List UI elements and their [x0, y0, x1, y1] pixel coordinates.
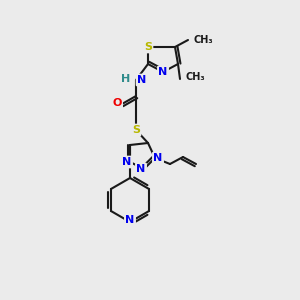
- Text: N: N: [136, 164, 146, 174]
- Text: N: N: [137, 75, 146, 85]
- Text: N: N: [125, 215, 135, 225]
- Text: N: N: [122, 157, 132, 167]
- Text: S: S: [132, 125, 140, 135]
- Text: N: N: [158, 67, 168, 77]
- Text: CH₃: CH₃: [186, 72, 206, 82]
- Text: S: S: [144, 42, 152, 52]
- Text: O: O: [112, 98, 122, 108]
- Text: CH₃: CH₃: [194, 35, 214, 45]
- Text: N: N: [153, 153, 163, 163]
- Text: H: H: [121, 74, 130, 84]
